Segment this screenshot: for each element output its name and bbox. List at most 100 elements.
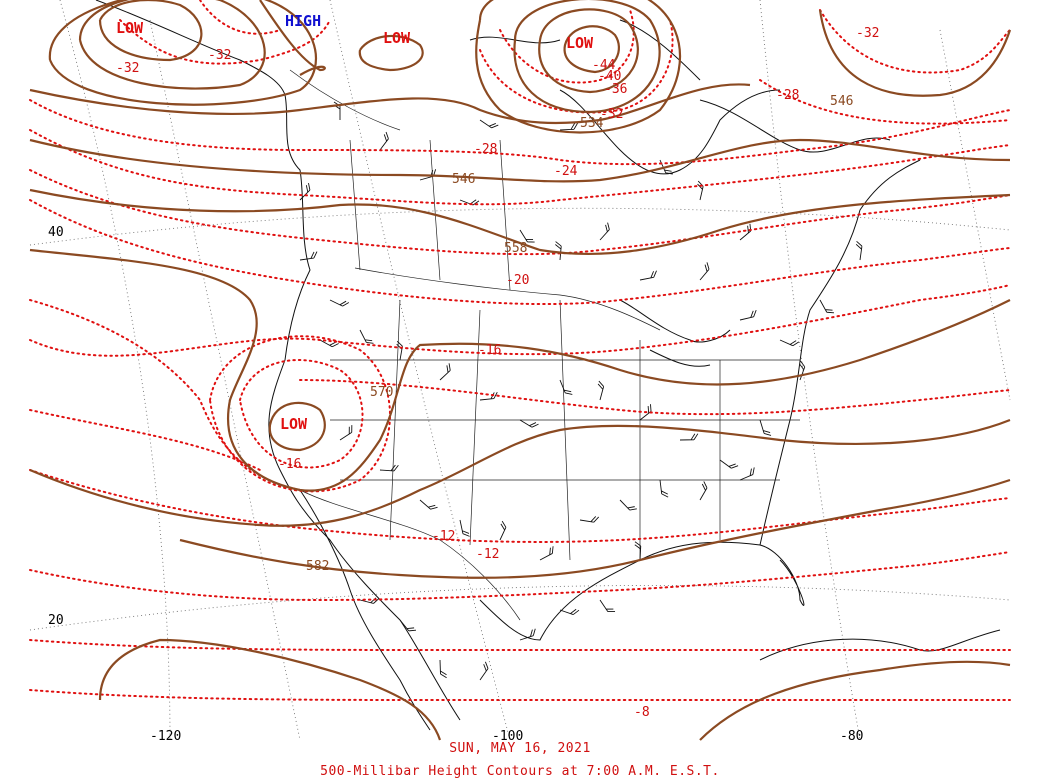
wind-barb [639, 270, 657, 281]
high-pressure-label: HIGH [285, 12, 321, 30]
wind-barb [519, 419, 539, 428]
low-pressure-label: LOW [280, 415, 308, 433]
temperature-label: -16 [478, 343, 501, 358]
wind-barb [539, 546, 554, 561]
wind-barb [319, 339, 339, 348]
height-labels: 546 534 546 558 570 582 [306, 94, 853, 574]
wind-barb [639, 404, 652, 421]
wind-barb [519, 628, 536, 641]
temperature-label: -32 [208, 48, 231, 63]
height-label: 582 [306, 559, 329, 574]
pacific-coastline [95, 0, 461, 721]
wind-barb [459, 519, 470, 537]
temperature-label: -12 [432, 529, 455, 544]
low-alaska-ring-1 [98, 0, 203, 62]
temperature-label: -16 [278, 457, 301, 472]
height-label: 534 [580, 116, 604, 131]
low-hudson-ring-3 [513, 0, 661, 114]
height-label: 546 [830, 94, 853, 109]
map-subtitle: 500-Millibar Height Contours at 7:00 A.M… [320, 764, 720, 779]
contour-570 [29, 248, 1011, 492]
wind-barb [599, 222, 610, 241]
atlantic-coast [759, 159, 921, 546]
temperature-label: -28 [474, 142, 497, 157]
height-label: 546 [452, 172, 475, 187]
wind-barb [699, 262, 710, 281]
coordinate-labels: 40 20 -120 -100 -80 [48, 225, 863, 744]
wind-barb [739, 467, 755, 481]
temperature-labels: -32 -32 -32 -28 -44 -40 -36 -32 -28 -24 … [116, 26, 879, 720]
wind-barb [379, 464, 399, 472]
wind-barb [419, 499, 438, 510]
temperature-label: -28 [776, 88, 799, 103]
wind-barb [819, 299, 835, 314]
longitude-label: -100 [492, 729, 523, 744]
us-mexico-border [299, 489, 521, 621]
state-borders [330, 139, 800, 561]
wind-barb [599, 599, 616, 613]
temperature-label: -12 [476, 547, 499, 562]
wind-barb [619, 499, 637, 511]
wind-barb [555, 241, 562, 261]
wind-barb [579, 516, 600, 523]
wind-barb [299, 251, 318, 261]
low-hudson-ring-2 [538, 8, 639, 94]
wind-barb [519, 229, 535, 243]
wind-barb [739, 309, 757, 321]
low-pressure-label: LOW [383, 29, 411, 47]
temperature-label: -32 [600, 107, 623, 122]
wind-barb [439, 659, 447, 679]
height-contours [29, 0, 1012, 741]
wind-barb [634, 541, 642, 561]
wind-barb [379, 131, 389, 151]
wind-barb [699, 481, 708, 501]
wind-barb [559, 379, 573, 395]
wind-barb [679, 433, 699, 441]
wind-barb [799, 360, 806, 381]
gulf-of-mexico-coast [479, 541, 805, 641]
map-date: SUN, MAY 16, 2021 [449, 741, 591, 756]
longitude-label: -120 [150, 729, 181, 744]
temperature-label: -44 [592, 58, 616, 73]
wind-barb [559, 608, 580, 615]
contour-582-south [179, 478, 1011, 579]
contour-558 [29, 188, 1011, 256]
contour-594 [98, 638, 442, 741]
wind-barb [759, 419, 772, 436]
contour-582 [29, 418, 1011, 527]
wind-barb [479, 119, 499, 129]
temperature-label: -40 [598, 69, 621, 84]
low-alaska-ring-3 [48, 0, 317, 106]
wind-barb [597, 380, 605, 401]
low-hudson-ring-1 [563, 25, 621, 74]
low-alaska-ring-2 [78, 0, 266, 90]
wind-barb [329, 299, 350, 307]
wind-barb [396, 340, 403, 361]
graticule [29, 0, 1011, 741]
low-pressure-label: LOW [116, 19, 144, 37]
latitude-label: 20 [48, 613, 64, 628]
height-label: 558 [504, 241, 527, 256]
wind-barb [359, 329, 374, 344]
height-label: 570 [370, 385, 393, 400]
wind-barb [559, 122, 579, 131]
wind-barb [855, 241, 863, 261]
wind-barb [659, 159, 673, 175]
longitude-label: -80 [840, 729, 863, 744]
wind-barb [479, 661, 489, 681]
wind-barb [659, 479, 669, 498]
temperature-label: -8 [634, 705, 650, 720]
alaska-canada-border [289, 69, 401, 131]
wind-barb [697, 180, 704, 201]
wind-barb [299, 182, 311, 201]
low-california-ring [268, 401, 326, 452]
latitude-label: 40 [48, 225, 64, 240]
contour-534 [29, 83, 751, 125]
wind-barb [339, 425, 353, 441]
temperature-label: -32 [856, 26, 879, 41]
contour-arctic-north [259, 0, 326, 76]
temperature-label: -36 [604, 82, 627, 97]
cuba [759, 629, 1001, 661]
low-pressure-label: LOW [566, 34, 594, 52]
